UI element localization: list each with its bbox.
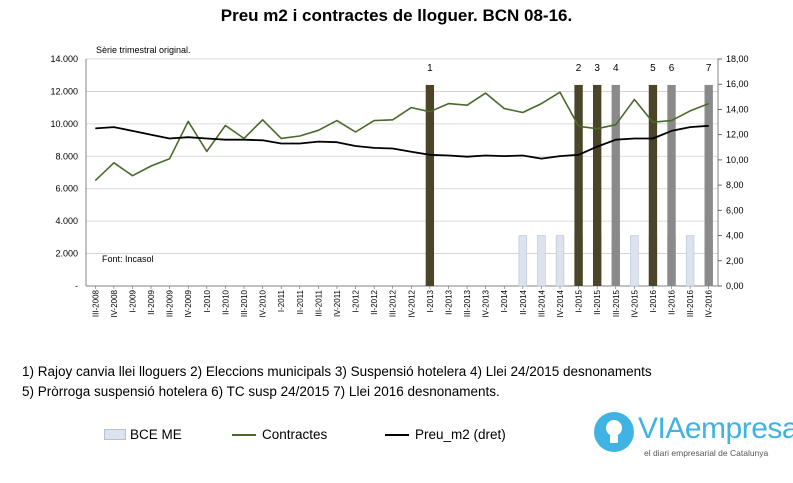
x-tick-label: III-2009	[166, 289, 175, 317]
x-tick-label: IV-2009	[184, 289, 193, 317]
y-right-tick-label: 18,00	[726, 54, 749, 64]
event-label: 1	[427, 63, 433, 74]
x-tick-label: III-2016	[686, 289, 695, 317]
event-bar	[425, 84, 435, 286]
source-note: Font: Incasol	[102, 254, 154, 264]
bar-bce	[518, 235, 528, 287]
x-tick-label: IV-2014	[556, 289, 565, 317]
x-tick-label: II-2009	[147, 289, 156, 314]
y-left-tick-label: -	[75, 281, 78, 291]
y-left-tick-label: 14.000	[50, 54, 78, 64]
legend-item-contractes: Contractes	[232, 427, 327, 442]
x-tick-label: IV-2011	[333, 289, 342, 317]
event-label: 7	[706, 63, 712, 74]
event-bar	[648, 84, 658, 286]
x-tick-label: I-2009	[128, 289, 137, 312]
viaempresa-logo: VIAempresa el diari empresarial de Catal…	[594, 410, 793, 466]
bar-bce	[685, 235, 695, 287]
x-tick-label: II-2011	[296, 289, 305, 314]
y-left-tick-label: 6.000	[55, 184, 78, 194]
chart-subtitle: Sèrie trimestral original.	[96, 45, 191, 55]
y-left-tick-label: 12.000	[50, 86, 78, 96]
y-right-tick-label: 8,00	[726, 180, 744, 190]
x-tick-label: II-2016	[668, 289, 677, 314]
event-label: 5	[650, 63, 656, 74]
x-tick-label: I-2016	[649, 289, 658, 312]
x-tick-label: IV-2015	[630, 289, 639, 317]
chart-title: Preu m2 i contractes de lloguer. BCN 08-…	[220, 6, 573, 25]
x-tick-label: II-2010	[221, 289, 230, 314]
legend-label-contractes: Contractes	[262, 427, 328, 442]
event-notes-line-2: 5) Pròrroga suspensió hotelera 6) TC sus…	[22, 384, 500, 399]
y-right-tick-label: 4,00	[726, 231, 744, 241]
event-bar	[704, 84, 713, 286]
bar-bce	[555, 235, 565, 287]
legend-swatch-preu	[385, 433, 409, 436]
x-tick-label: II-2015	[593, 289, 602, 314]
logo-tagline: el diari empresarial de Catalunya	[644, 448, 769, 458]
x-tick-label: I-2010	[203, 289, 212, 312]
logo-wordmark: VIAempresa	[638, 412, 793, 445]
event-notes-line-1: 1) Rajoy canvia llei lloguers 2) Eleccio…	[22, 364, 652, 379]
lightbulb-icon	[594, 412, 634, 452]
x-tick-label: I-2013	[426, 289, 435, 312]
x-tick-label: III-2010	[240, 289, 249, 317]
event-label: 2	[576, 63, 582, 74]
x-tick-label: IV-2016	[705, 289, 714, 317]
x-tick-label: IV-2013	[482, 289, 491, 317]
x-tick-label: I-2014	[500, 289, 509, 312]
bar-bce	[537, 235, 546, 287]
x-tick-label: III-2014	[537, 289, 546, 317]
x-tick-label: II-2013	[444, 289, 453, 314]
event-bar	[611, 84, 620, 286]
x-tick-label: III-2008	[91, 289, 100, 317]
y-right-tick-label: 2,00	[726, 256, 744, 266]
legend-item-preu: Preu_m2 (dret)	[385, 427, 506, 442]
event-bar	[667, 84, 676, 286]
x-tick-label: III-2015	[612, 289, 621, 317]
event-label: 6	[669, 63, 675, 74]
x-tick-label: II-2014	[519, 289, 528, 314]
legend-swatch-bce	[104, 429, 126, 440]
x-tick-label: II-2012	[370, 289, 379, 314]
x-tick-label: I-2015	[575, 289, 584, 312]
line-contractes	[94, 91, 709, 182]
legend-item-bce: BCE ME	[104, 427, 182, 442]
y-left-tick-label: 10.000	[50, 119, 78, 129]
x-tick-label: III-2013	[463, 289, 472, 317]
y-right-tick-label: 14,00	[726, 104, 749, 114]
event-bar	[574, 84, 583, 286]
chart-area: - 2.000 4.000 6.000 8.000 10.000 12.000 14.000 0…	[50, 45, 749, 318]
x-tick-label: IV-2010	[259, 289, 268, 317]
y-right-tick-label: 12,00	[726, 130, 749, 140]
line-preu-m2	[95, 124, 709, 160]
y-left-tick-label: 8.000	[55, 151, 78, 161]
event-label: 4	[613, 63, 619, 74]
x-tick-label: I-2012	[352, 289, 361, 312]
bar-bce	[630, 235, 639, 287]
x-tick-label: IV-2012	[407, 289, 416, 317]
event-notes: 1) Rajoy canvia llei lloguers 2) Eleccio…	[22, 362, 652, 402]
legend-label-preu: Preu_m2 (dret)	[415, 427, 506, 442]
x-tick-label: I-2011	[277, 289, 286, 312]
y-right-tick-label: 6,00	[726, 205, 744, 215]
x-tick-label: III-2011	[314, 289, 323, 316]
event-bar	[592, 84, 602, 286]
y-left-tick-label: 2.000	[55, 249, 78, 259]
y-right-tick-label: 16,00	[726, 79, 749, 89]
y-right-tick-label: 0,00	[726, 281, 744, 291]
x-tick-label: IV-2008	[110, 289, 119, 317]
y-right-tick-label: 10,00	[726, 155, 749, 165]
event-label: 3	[594, 63, 600, 74]
legend-label-bce: BCE ME	[130, 427, 182, 442]
y-left-tick-label: 4.000	[55, 216, 78, 226]
x-tick-label: III-2012	[389, 289, 398, 317]
legend-swatch-contractes	[232, 433, 256, 436]
